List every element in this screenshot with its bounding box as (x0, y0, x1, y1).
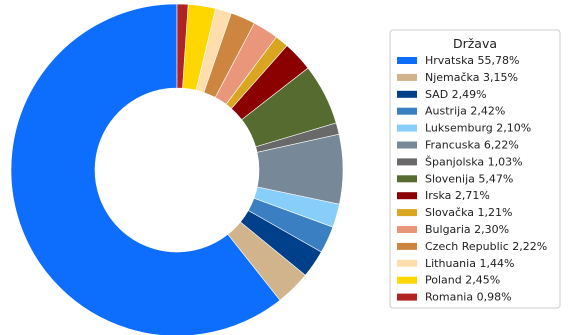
legend-items: Hrvatska 55,78% Njemačka 3,15% SAD 2,49% Au… (397, 54, 547, 304)
legend-label: SAD 2,49% (425, 88, 487, 101)
legend-swatch (397, 293, 417, 301)
legend-label: Irska 2,71% (425, 189, 490, 202)
legend-title: Država (453, 36, 497, 51)
legend-label: Bulgaria 2,30% (425, 223, 509, 236)
legend-label: Francuska 6,22% (425, 139, 519, 152)
legend-swatch (397, 175, 417, 183)
legend-label: Poland 2,45% (425, 274, 500, 287)
legend-label: Njemačka 3,15% (425, 71, 518, 84)
slice-hrvatska (10, 3, 281, 335)
legend-label: Hrvatska 55,78% (425, 54, 519, 67)
legend-swatch (397, 192, 417, 200)
legend-swatch (397, 124, 417, 132)
legend-swatch (397, 90, 417, 98)
legend-label: Slovenija 5,47% (425, 172, 513, 185)
legend-swatch (397, 107, 417, 115)
legend-label: Czech Republic 2,22% (425, 240, 547, 253)
legend-swatch (397, 209, 417, 217)
legend-label: Španjolska 1,03% (425, 155, 523, 168)
legend-label: Lithuania 1,44% (425, 257, 514, 270)
legend-label: Slovačka 1,21% (425, 206, 512, 219)
legend-label: Luksemburg 2,10% (425, 122, 531, 135)
legend-swatch (397, 158, 417, 166)
legend-swatch (397, 242, 417, 250)
donut-slices (10, 3, 344, 335)
legend-label: Romania 0,98% (425, 291, 512, 304)
legend-label: Austrija 2,42% (425, 105, 505, 118)
legend-swatch (397, 259, 417, 267)
legend-swatch (397, 276, 417, 284)
legend: Država Hrvatska 55,78% Njemačka 3,15% SAD … (389, 29, 561, 309)
legend-swatch (397, 226, 417, 233)
legend-swatch (397, 57, 417, 64)
slice-romania (176, 3, 189, 89)
legend-swatch (397, 141, 417, 149)
legend-swatch (397, 73, 417, 81)
legend-frame (389, 29, 561, 309)
